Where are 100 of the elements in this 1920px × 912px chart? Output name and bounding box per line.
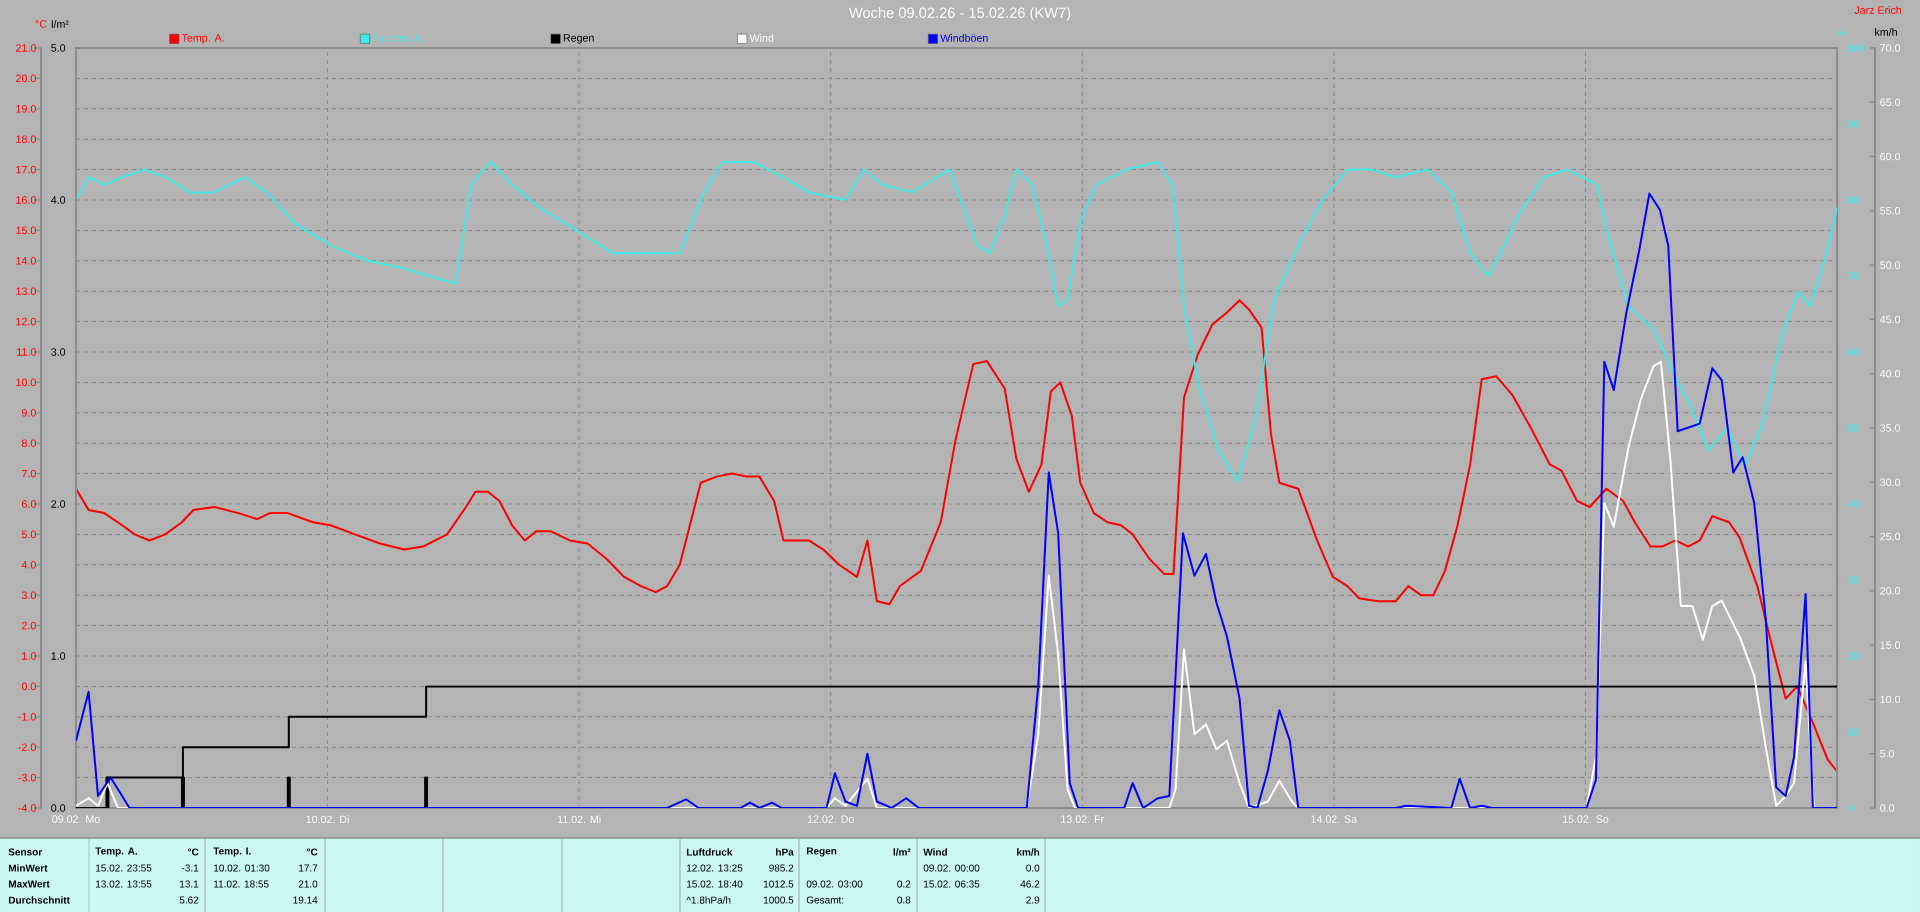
- y2-tick-label: 2.0: [51, 500, 66, 508]
- x-tick-label: 09.02. Mo: [52, 815, 100, 823]
- y2-tick-label: 4.0: [51, 196, 66, 204]
- x-tick-label: 13.02. Fr: [1061, 815, 1104, 823]
- x-tick-label: 11.02. Mi: [557, 815, 601, 824]
- text: Jarz Erich: [1854, 6, 1902, 14]
- y-tick-label: 16.0: [16, 196, 36, 204]
- text: km/h: [1017, 848, 1040, 856]
- x-tick-label: 14.02. Sa: [1311, 815, 1358, 823]
- y-tick-label: 14.0: [16, 257, 36, 265]
- y-tick-label: 11.0: [17, 348, 36, 356]
- y-tick-label: 20.0: [1880, 587, 1901, 595]
- text: 15.02. 23:55: [96, 864, 152, 872]
- chart-title: Woche 09.02.26 - 15.02.26 (KW7): [848, 7, 1071, 21]
- y-tick-label: -1.0: [18, 713, 36, 721]
- y-tick-label: 20.0: [16, 74, 36, 83]
- y3-tick-label: 80: [1847, 196, 1859, 204]
- text: 21.0: [298, 880, 318, 888]
- text: 46.2: [1020, 880, 1040, 888]
- y-tick-label: 30.0: [1880, 478, 1901, 487]
- legend-label: Windböen: [940, 33, 988, 42]
- y2-axis-title: l/m²: [51, 20, 69, 28]
- y-tick-label: 25.0: [1880, 532, 1901, 541]
- y-tick-label: 0.0: [1880, 804, 1895, 812]
- text: 19.14: [293, 896, 318, 904]
- text: Sensor: [8, 848, 43, 856]
- y-tick-label: 10.0: [16, 378, 36, 387]
- y3-tick-label: 60: [1847, 348, 1859, 356]
- text: 17.7: [299, 864, 318, 872]
- text: l/m²: [893, 848, 911, 856]
- y-tick-label: 5.0: [1880, 749, 1895, 758]
- y-tick-label: 5.0: [21, 530, 36, 539]
- text: 09.02. 03:00: [806, 880, 863, 888]
- text: 13.1: [180, 880, 199, 888]
- text: 985.2: [769, 864, 794, 872]
- text: °C: [306, 848, 318, 856]
- x-tick-label: 10.02. Di: [306, 815, 349, 824]
- text: hPa: [776, 848, 794, 856]
- y-tick-label: 7.0: [22, 469, 36, 478]
- text: Temp. I.: [213, 847, 251, 857]
- y-tick-label: 6.0: [22, 500, 36, 508]
- y3-tick-label: 40: [1847, 500, 1859, 508]
- y-tick-label: 50.0: [1880, 261, 1901, 269]
- y-tick-label: 40.0: [1879, 369, 1901, 378]
- y-axis-title: km/h: [1875, 28, 1897, 36]
- y-axis-title: °C: [35, 20, 47, 28]
- text: 15.02. 06:35: [924, 880, 980, 888]
- y3-axis-title: %: [1836, 28, 1846, 36]
- y-tick-label: 8.0: [21, 439, 36, 447]
- y-tick-label: 3.0: [21, 591, 36, 599]
- text: -3.1: [181, 864, 199, 872]
- legend-label: Regen: [563, 34, 594, 44]
- y3-tick-label: 70: [1847, 272, 1859, 280]
- text: Wind: [923, 848, 947, 856]
- y-tick-label: 2.0: [22, 621, 36, 630]
- y3-tick-label: 50: [1847, 424, 1859, 432]
- y2-tick-label: 5.0: [51, 44, 66, 52]
- y-tick-label: 17.0: [16, 165, 36, 174]
- y-tick-label: -2.0: [18, 743, 36, 751]
- text: 1000.5: [763, 896, 794, 904]
- y-tick-label: 21.0: [16, 44, 36, 52]
- y-tick-label: 65.0: [1880, 98, 1901, 107]
- text: 10.02. 01:30: [214, 864, 270, 872]
- text: 0.0: [1026, 864, 1040, 872]
- text: 09.02. 00:00: [923, 864, 980, 872]
- y-tick-label: 45.0: [1879, 315, 1901, 324]
- text: 15.02. 18:40: [687, 880, 743, 888]
- text: °C: [187, 848, 199, 856]
- y-tick-label: 0.0: [21, 682, 36, 691]
- y-tick-label: 4.0: [21, 561, 36, 569]
- y3-tick-label: 30: [1847, 576, 1859, 584]
- y-tick-label: 70.0: [1880, 44, 1901, 52]
- y-tick-label: 35.0: [1880, 424, 1901, 432]
- y-tick-label: 60.0: [1880, 152, 1901, 161]
- legend-label: Wind: [749, 33, 774, 42]
- x-tick-label: 12.02. Do: [807, 815, 854, 823]
- text: 0.2: [897, 880, 911, 888]
- text: MaxWert: [8, 880, 50, 888]
- y-tick-label: 9.0: [21, 409, 36, 417]
- text: ^1.8hPa/h: [686, 896, 731, 904]
- text: 13.02. 13:55: [96, 880, 152, 888]
- y-tick-label: 18.0: [16, 135, 36, 143]
- y2-tick-label: 3.0: [51, 348, 66, 356]
- text: 2.9: [1026, 896, 1040, 904]
- text: Durchschnitt: [8, 896, 70, 904]
- y2-tick-label: 0.0: [51, 804, 66, 812]
- text: 0.8: [897, 896, 911, 904]
- y-tick-label: 19.0: [16, 105, 36, 113]
- y3-tick-label: 10: [1848, 728, 1859, 736]
- y-tick-label: 10.0: [1880, 695, 1901, 704]
- text: MinWert: [8, 864, 48, 872]
- text: Temp. A.: [95, 847, 137, 857]
- text: Gesamt:: [806, 896, 844, 904]
- y3-tick-label: 100: [1848, 44, 1865, 52]
- y-tick-label: 15.0: [1880, 641, 1901, 649]
- text: Regen: [806, 847, 837, 857]
- y3-tick-label: 90: [1847, 120, 1859, 128]
- y-tick-label: 15.0: [16, 226, 36, 235]
- y3-tick-label: 0: [1847, 804, 1853, 812]
- y-tick-label: -3.0: [18, 773, 36, 782]
